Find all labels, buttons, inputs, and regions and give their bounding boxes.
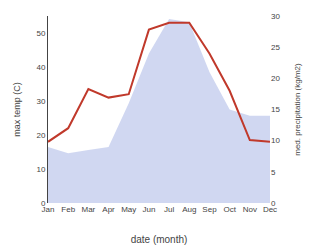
svg-text:20: 20	[271, 74, 280, 83]
svg-text:Apr: Apr	[102, 205, 115, 214]
svg-text:50: 50	[36, 29, 45, 38]
svg-text:Dec: Dec	[263, 205, 277, 214]
svg-text:Nov: Nov	[243, 205, 257, 214]
svg-text:med. precipitation (kg/m2): med. precipitation (kg/m2)	[293, 63, 302, 156]
svg-text:Feb: Feb	[61, 205, 75, 214]
svg-text:Aug: Aug	[182, 205, 196, 214]
svg-text:30: 30	[36, 97, 45, 106]
svg-text:max temp (C): max temp (C)	[12, 82, 22, 137]
svg-text:0: 0	[271, 199, 276, 208]
svg-text:25: 25	[271, 43, 280, 52]
svg-text:Oct: Oct	[223, 205, 236, 214]
svg-text:date (month): date (month)	[131, 234, 188, 245]
svg-text:May: May	[121, 205, 136, 214]
svg-text:10: 10	[271, 136, 280, 145]
svg-text:20: 20	[36, 131, 45, 140]
svg-text:Jun: Jun	[142, 205, 155, 214]
svg-text:Mar: Mar	[81, 205, 95, 214]
svg-text:Jan: Jan	[42, 205, 55, 214]
svg-text:40: 40	[36, 63, 45, 72]
svg-text:Jul: Jul	[164, 205, 174, 214]
svg-text:Sep: Sep	[202, 205, 217, 214]
svg-text:10: 10	[36, 165, 45, 174]
svg-text:0: 0	[41, 199, 46, 208]
svg-text:30: 30	[271, 12, 280, 21]
svg-text:15: 15	[271, 105, 280, 114]
svg-text:5: 5	[271, 168, 276, 177]
